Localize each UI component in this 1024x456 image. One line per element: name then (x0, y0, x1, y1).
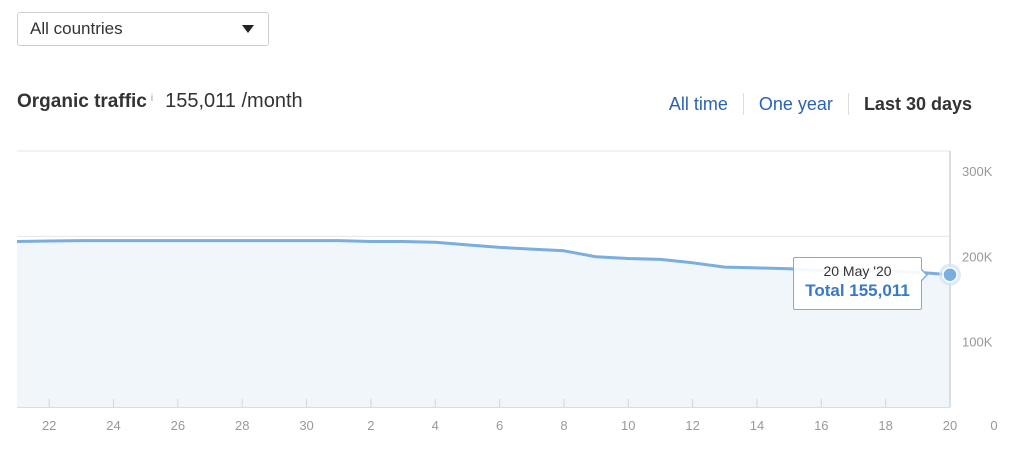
svg-text:12: 12 (685, 418, 699, 433)
y-axis: 0 100K 200K 300K (962, 164, 998, 433)
chart-title: Organic traffic (17, 91, 147, 112)
svg-text:2: 2 (367, 418, 374, 433)
tab-all-time[interactable]: All time (668, 94, 728, 114)
svg-text:4: 4 (432, 418, 439, 433)
svg-text:16: 16 (814, 418, 828, 433)
svg-text:28: 28 (235, 418, 249, 433)
tooltip-date: 20 May '20 (823, 263, 892, 279)
tab-last-30-days[interactable]: Last 30 days (847, 93, 972, 115)
svg-text:20: 20 (943, 418, 957, 433)
country-select[interactable]: All countries (17, 12, 269, 46)
svg-text:0: 0 (990, 418, 997, 433)
svg-text:100K: 100K (962, 335, 993, 350)
x-axis: 22 24 26 28 30 2 4 6 8 10 12 14 16 18 20 (42, 399, 957, 433)
tooltip-arrow-inner (920, 269, 926, 281)
traffic-area (17, 240, 950, 407)
svg-text:6: 6 (496, 418, 503, 433)
tooltip-total: Total 155,011 (805, 281, 910, 300)
svg-text:200K: 200K (962, 249, 993, 264)
country-select-value: All countries (30, 19, 123, 38)
date-range-tabs: All time One year Last 30 days (654, 93, 972, 115)
highlight-point[interactable] (942, 266, 958, 283)
tab-one-year[interactable]: One year (742, 93, 848, 115)
svg-text:30: 30 (299, 418, 313, 433)
svg-text:24: 24 (106, 418, 120, 433)
chart-header: Organic traffic i 155,011 /month (17, 90, 303, 113)
svg-text:18: 18 (878, 418, 892, 433)
caret-down-icon (242, 25, 254, 33)
traffic-metric-value: 155,011 /month (165, 90, 303, 112)
info-icon[interactable]: i (150, 93, 154, 104)
svg-text:22: 22 (42, 418, 56, 433)
svg-text:8: 8 (560, 418, 567, 433)
svg-text:300K: 300K (962, 164, 993, 179)
svg-text:26: 26 (171, 418, 185, 433)
svg-text:14: 14 (750, 418, 764, 433)
svg-text:10: 10 (621, 418, 635, 433)
chart-tooltip: 20 May '20 Total 155,011 (793, 257, 922, 310)
